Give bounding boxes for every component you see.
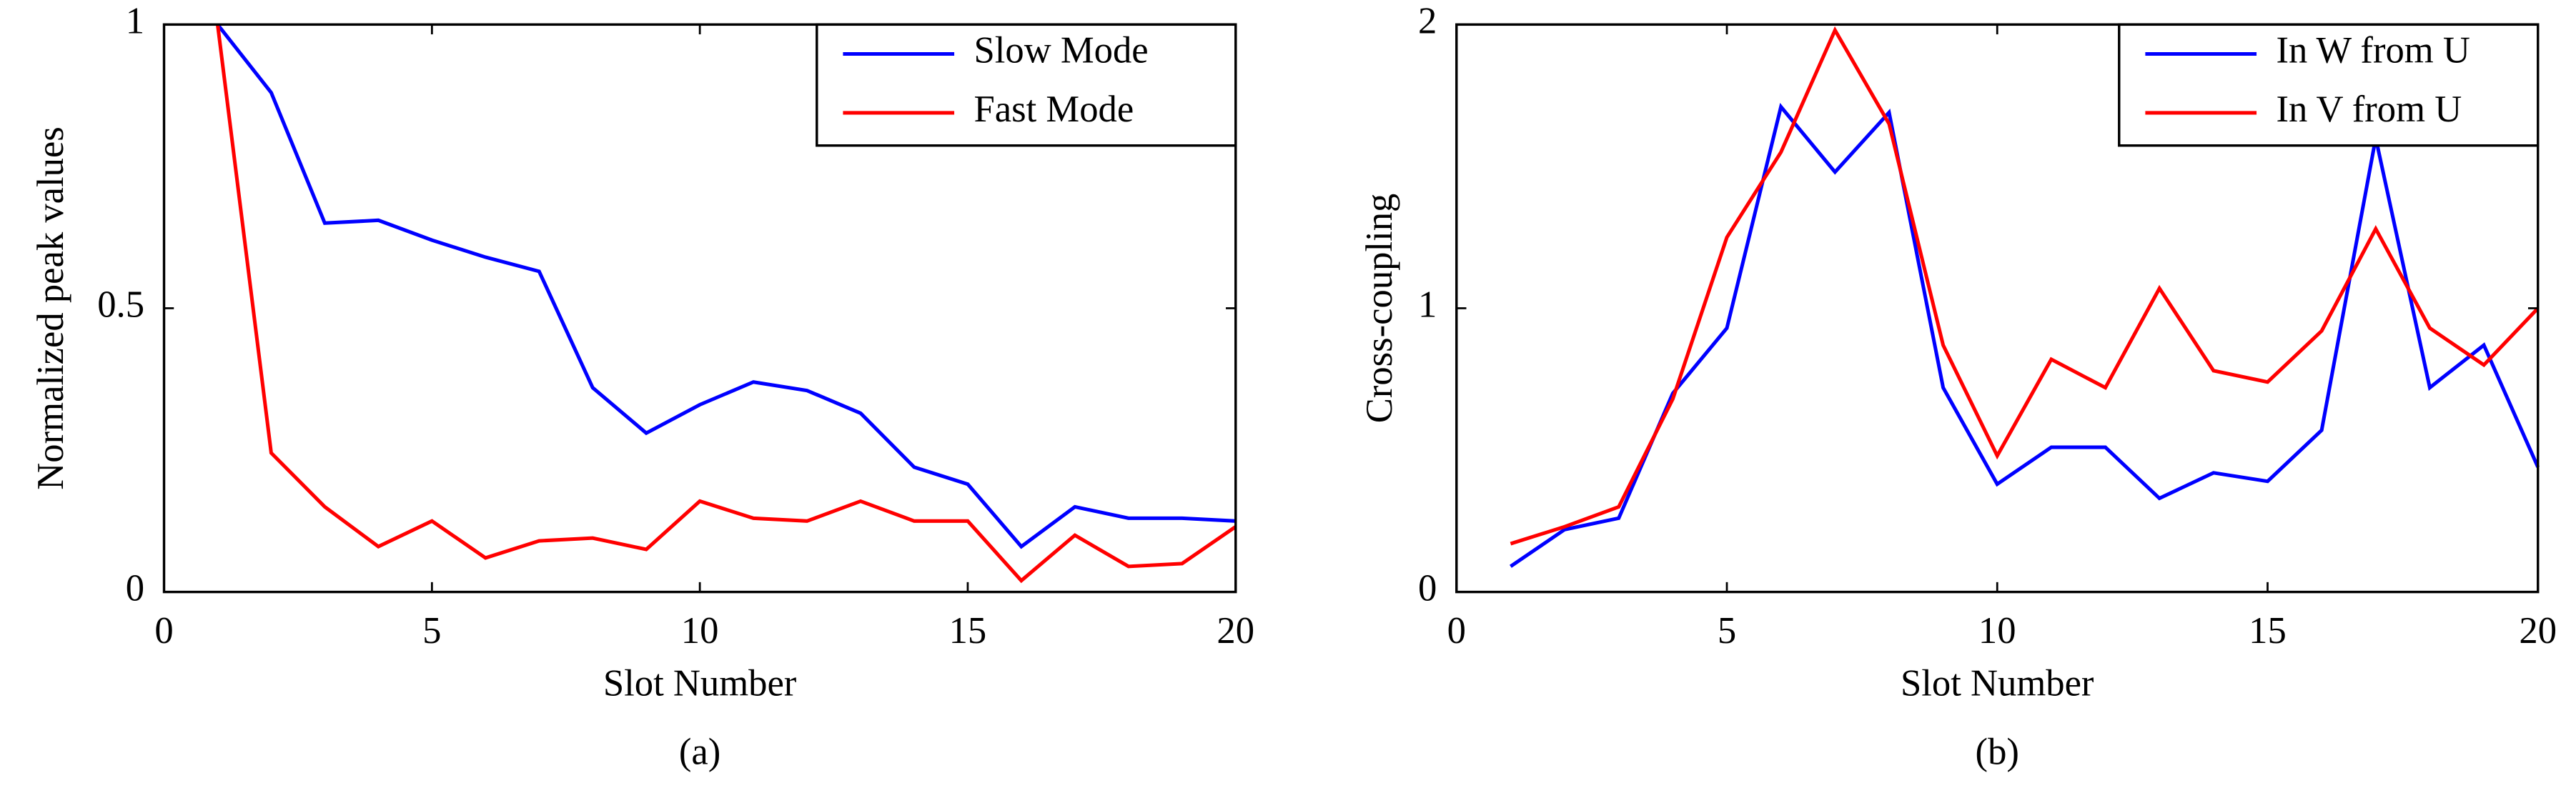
legend-box	[816, 23, 1237, 147]
y-tick-label: 0.5	[97, 284, 144, 326]
x-tick-label: 0	[154, 610, 173, 652]
caption: (a)	[679, 732, 720, 773]
y-tick-label: 1	[1418, 284, 1437, 326]
x-axis-label: Slot Number	[1901, 662, 2094, 704]
y-tick-label: 2	[1418, 0, 1437, 41]
x-tick-label: 15	[949, 610, 987, 652]
legend-box	[2118, 23, 2540, 147]
series-line	[216, 23, 1236, 549]
x-tick-label: 5	[1718, 610, 1736, 652]
legend-label: Fast Mode	[974, 89, 1134, 130]
x-tick-label: 10	[681, 610, 719, 652]
series-line	[1509, 103, 2540, 568]
x-tick-label: 20	[2519, 610, 2557, 652]
x-tick-label: 20	[1217, 610, 1254, 652]
series-line	[215, 24, 1237, 584]
legend-label: Slow Mode	[974, 30, 1149, 71]
y-tick-label: 0	[126, 568, 144, 609]
x-tick-label: 0	[1447, 610, 1466, 652]
caption: (b)	[1976, 732, 2019, 773]
y-tick-label: 1	[126, 0, 144, 41]
series-line	[1510, 26, 2540, 546]
x-axis-label: Slot Number	[603, 662, 797, 704]
y-tick-label: 0	[1418, 568, 1437, 609]
x-tick-label: 5	[422, 610, 441, 652]
y-axis-label: Normalized peak values	[30, 126, 71, 489]
y-axis-label: Cross-coupling	[1359, 194, 1400, 424]
x-tick-label: 10	[1978, 610, 2016, 652]
x-tick-label: 15	[2249, 610, 2287, 652]
legend-label: In W from U	[2277, 30, 2470, 71]
legend-label: In V from U	[2277, 89, 2462, 130]
